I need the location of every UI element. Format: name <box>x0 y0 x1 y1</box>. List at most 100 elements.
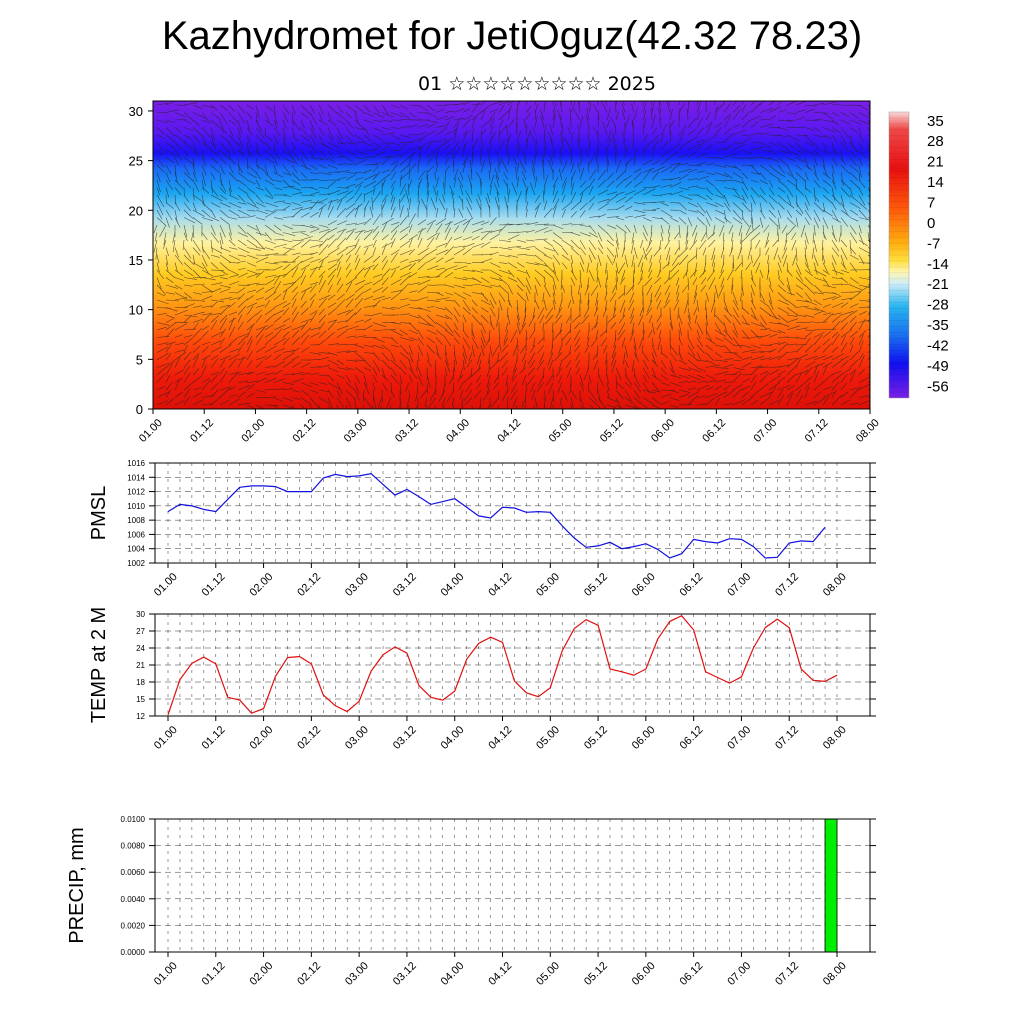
wind-barb <box>606 389 610 398</box>
wind-barb <box>500 344 509 353</box>
wind-barb <box>813 329 823 331</box>
wind-barb <box>795 394 804 406</box>
wind-barb <box>489 262 501 268</box>
wind-barb <box>363 324 373 331</box>
wind-barb <box>669 382 682 387</box>
wind-barb <box>786 307 798 316</box>
wind-barb <box>470 182 473 196</box>
wind-barb <box>165 217 170 228</box>
wind-barb <box>471 367 482 378</box>
wind-barb <box>804 142 815 147</box>
wind-barb <box>507 107 511 121</box>
wind-barb <box>561 284 566 293</box>
wind-barb <box>813 292 824 295</box>
wind-barb <box>840 164 851 175</box>
wind-barb <box>489 117 495 128</box>
wind-barb <box>390 104 400 109</box>
wind-barb <box>676 277 680 286</box>
wind-barb <box>453 103 465 106</box>
wind-barb <box>759 209 766 219</box>
wind-barb <box>812 247 815 259</box>
wind-barb <box>569 322 572 334</box>
wind-barb <box>507 188 510 203</box>
wind-barb <box>710 299 716 313</box>
wind-barb <box>686 224 689 238</box>
wind-barb <box>840 142 849 152</box>
wind-barb <box>658 101 662 113</box>
wind-barb <box>732 104 741 113</box>
wind-barb <box>642 109 647 121</box>
wind-barb <box>390 367 397 377</box>
wind-barb <box>651 146 656 158</box>
wind-barb <box>777 292 788 302</box>
wind-barb <box>219 305 230 316</box>
wind-barb <box>511 374 518 382</box>
wind-barb <box>336 404 338 409</box>
wind-barb <box>408 213 416 226</box>
wind-barb <box>759 307 771 316</box>
wind-barb <box>597 141 600 151</box>
wind-barb <box>156 326 167 331</box>
wind-barb <box>633 382 642 393</box>
wind-barb <box>327 227 338 233</box>
wind-barb <box>813 102 825 106</box>
wind-barb <box>642 374 648 383</box>
wind-barb <box>390 359 401 369</box>
wind-barb <box>300 253 315 256</box>
wind-barb <box>570 182 575 196</box>
wind-barb <box>219 284 231 289</box>
wind-barb <box>741 187 749 200</box>
wind-barb <box>822 313 834 323</box>
wind-barb <box>849 351 859 361</box>
wind-barb <box>579 404 584 409</box>
wind-barb <box>345 149 357 156</box>
wind-barb <box>750 374 757 383</box>
wind-barb <box>174 391 183 398</box>
wind-barb <box>399 329 408 336</box>
wind-barb <box>390 322 401 325</box>
wind-barb <box>399 298 409 301</box>
wind-barb <box>354 382 360 395</box>
wind-barb <box>246 404 257 409</box>
wind-barb <box>840 355 850 361</box>
wind-barb <box>165 109 180 113</box>
wind-barb <box>228 239 236 247</box>
wind-barb <box>669 359 675 373</box>
wind-barb <box>345 335 356 338</box>
wind-barb <box>219 187 226 194</box>
wind-barb <box>489 137 492 151</box>
wind-barb <box>327 274 335 286</box>
wind-barb <box>192 217 203 225</box>
wind-barb <box>291 372 304 376</box>
wind-barb <box>489 174 495 188</box>
wind-barb <box>453 314 459 323</box>
wind-barb <box>417 253 428 263</box>
wind-barb <box>291 276 302 286</box>
wind-barb <box>759 366 769 368</box>
wind-barb <box>489 112 496 121</box>
wind-barb <box>615 152 617 166</box>
wind-barb <box>201 142 213 151</box>
wind-barb <box>630 307 635 319</box>
wind-barb <box>651 114 656 128</box>
wind-barb <box>840 329 852 338</box>
wind-barb <box>741 344 752 349</box>
wind-barb <box>430 197 437 211</box>
wind-barb <box>712 262 716 272</box>
wind-barb <box>588 389 598 402</box>
wind-barb <box>732 187 740 198</box>
wind-barb <box>822 112 833 120</box>
wind-barb <box>631 254 635 268</box>
y-tick-label: 1010 <box>127 502 145 511</box>
wind-barb <box>471 102 480 113</box>
wind-barb <box>831 302 844 308</box>
wind-barb <box>525 222 539 226</box>
wind-barb <box>462 220 470 233</box>
wind-barb <box>642 352 649 362</box>
wind-barb <box>696 395 706 398</box>
wind-barb <box>159 224 167 237</box>
wind-barb <box>228 385 237 391</box>
wind-barb <box>345 244 357 248</box>
wind-barb <box>282 360 294 368</box>
wind-barb <box>543 133 546 143</box>
